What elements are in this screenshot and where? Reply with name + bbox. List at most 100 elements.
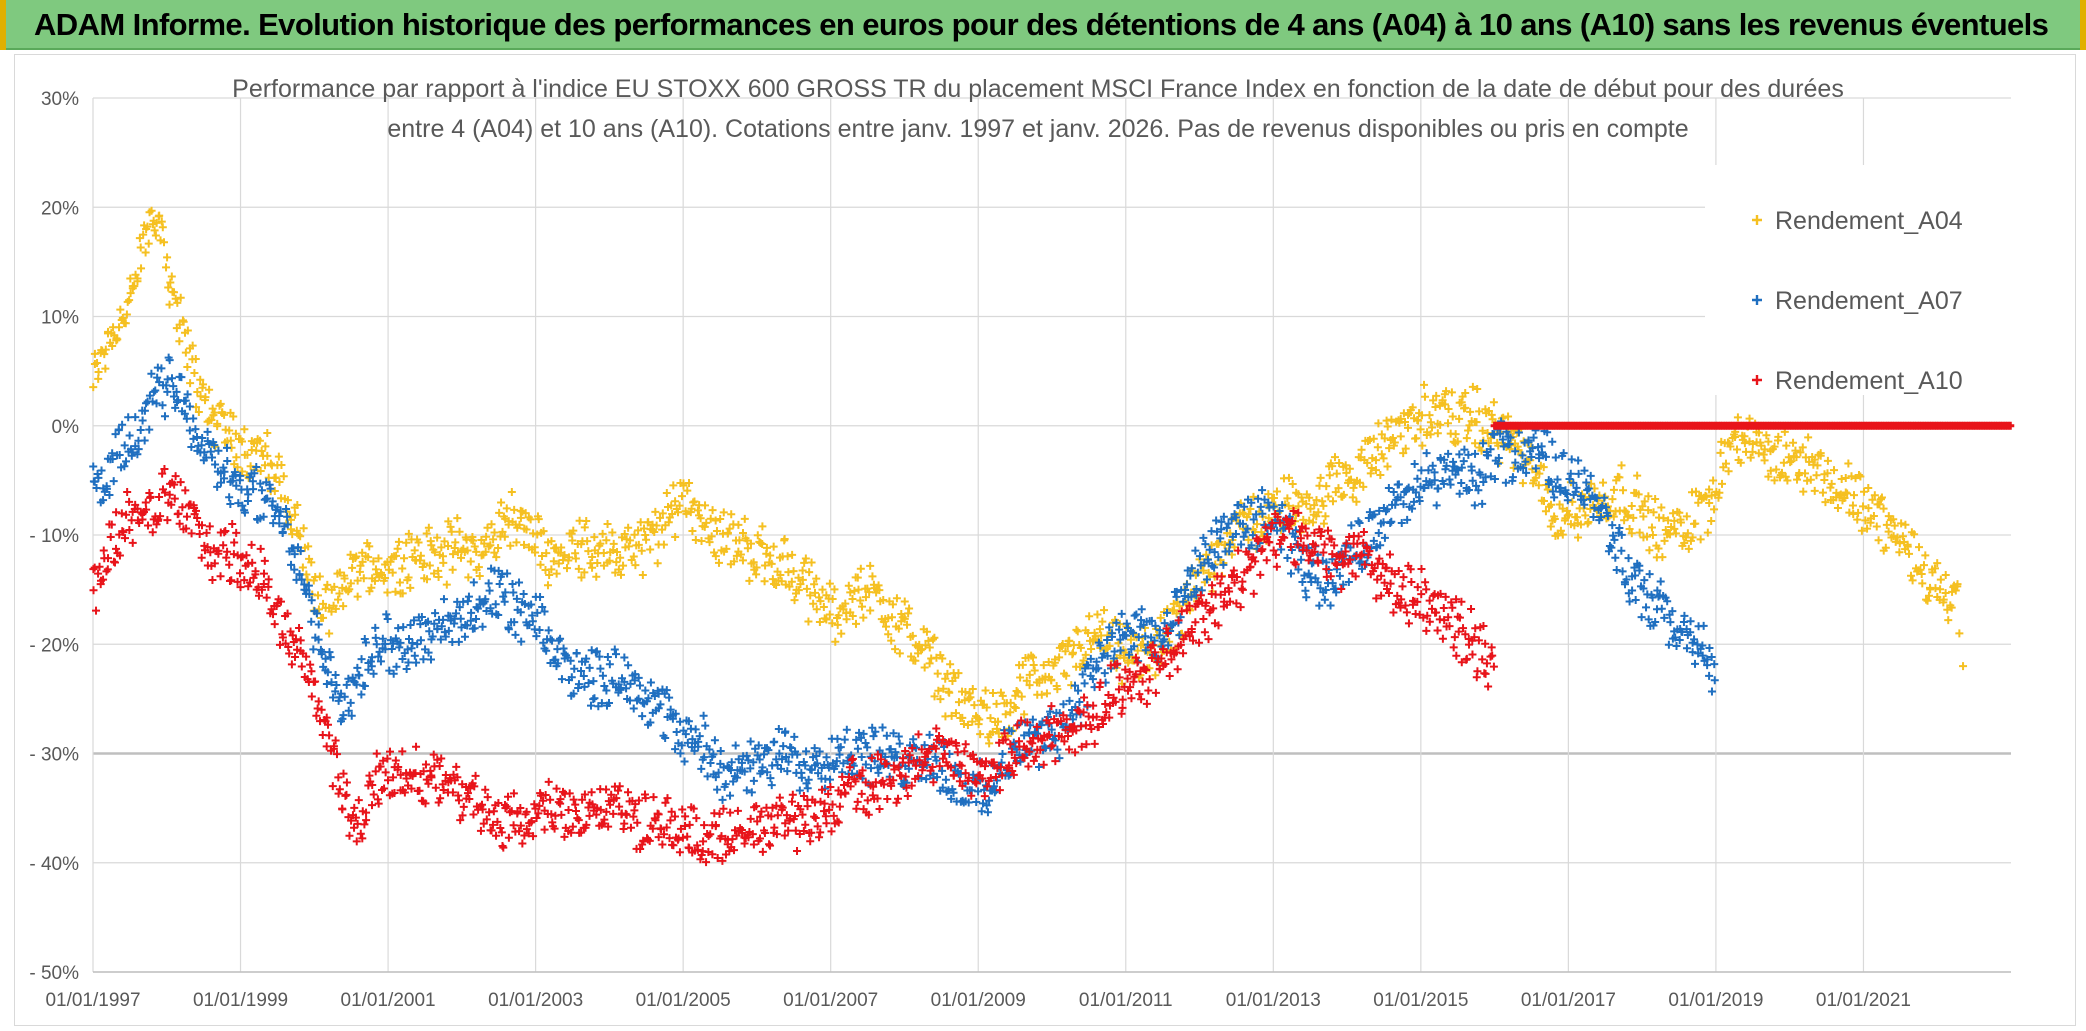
chart-subtitle: entre 4 (A04) et 10 ans (A10). Cotations… bbox=[387, 115, 1688, 143]
data-point bbox=[370, 576, 379, 585]
data-point bbox=[230, 538, 239, 547]
data-point bbox=[109, 477, 118, 486]
data-point bbox=[961, 687, 970, 696]
data-point bbox=[570, 664, 579, 673]
data-point bbox=[557, 675, 566, 684]
data-point bbox=[275, 640, 284, 649]
data-point bbox=[249, 485, 258, 494]
data-point bbox=[1385, 444, 1394, 453]
data-point bbox=[1302, 499, 1311, 508]
data-point bbox=[1418, 441, 1427, 450]
data-point bbox=[620, 677, 629, 686]
data-point bbox=[834, 611, 843, 620]
data-point bbox=[271, 473, 280, 482]
data-point bbox=[848, 595, 857, 604]
data-point bbox=[701, 721, 710, 730]
data-point bbox=[708, 506, 717, 515]
data-point bbox=[268, 497, 277, 506]
x-tick-label: 01/01/2001 bbox=[341, 990, 436, 1011]
data-point bbox=[1740, 439, 1749, 448]
data-point bbox=[1422, 449, 1431, 458]
data-point bbox=[687, 504, 696, 513]
data-point bbox=[711, 516, 720, 525]
data-point bbox=[705, 745, 714, 754]
data-point bbox=[1039, 661, 1048, 670]
data-point bbox=[766, 774, 775, 783]
data-point bbox=[832, 757, 841, 766]
data-point bbox=[364, 553, 373, 562]
data-point bbox=[762, 543, 771, 552]
data-point bbox=[726, 808, 735, 817]
data-point bbox=[1238, 577, 1247, 586]
data-point bbox=[1644, 506, 1653, 515]
data-point bbox=[646, 678, 655, 687]
data-point bbox=[500, 532, 509, 541]
data-point bbox=[812, 752, 821, 761]
data-point bbox=[223, 456, 232, 465]
data-point bbox=[635, 681, 644, 690]
data-point bbox=[1377, 571, 1386, 580]
data-point bbox=[231, 429, 240, 438]
data-point bbox=[685, 820, 694, 829]
data-point bbox=[656, 700, 665, 709]
data-point bbox=[1823, 456, 1832, 465]
data-point bbox=[809, 599, 818, 608]
data-point bbox=[340, 574, 349, 583]
data-point bbox=[398, 654, 407, 663]
data-point bbox=[374, 799, 383, 808]
data-point bbox=[1890, 521, 1899, 530]
data-point bbox=[275, 478, 284, 487]
data-point bbox=[519, 589, 528, 598]
data-point bbox=[945, 688, 954, 697]
data-point bbox=[966, 693, 975, 702]
data-point bbox=[360, 820, 369, 829]
data-point bbox=[126, 289, 135, 298]
data-point bbox=[983, 808, 992, 817]
data-point bbox=[130, 282, 139, 291]
data-point bbox=[1438, 634, 1447, 643]
data-point bbox=[947, 794, 956, 803]
data-point bbox=[1859, 502, 1868, 511]
data-point bbox=[199, 380, 208, 389]
data-point bbox=[800, 558, 809, 567]
data-point bbox=[866, 752, 875, 761]
data-point bbox=[1076, 722, 1085, 731]
data-point bbox=[194, 408, 203, 417]
data-point bbox=[144, 239, 153, 248]
data-point bbox=[1448, 603, 1457, 612]
data-point bbox=[197, 441, 206, 450]
data-point bbox=[1352, 497, 1361, 506]
data-point bbox=[233, 463, 242, 472]
data-point bbox=[1748, 447, 1757, 456]
data-point bbox=[203, 427, 212, 436]
data-point bbox=[562, 564, 571, 573]
data-point bbox=[810, 588, 819, 597]
data-point bbox=[1416, 425, 1425, 434]
data-point bbox=[992, 724, 1001, 733]
data-point bbox=[1399, 573, 1408, 582]
data-point bbox=[985, 796, 994, 805]
data-point bbox=[1308, 518, 1317, 527]
data-point bbox=[1872, 522, 1881, 531]
data-point bbox=[416, 551, 425, 560]
data-point bbox=[590, 694, 599, 703]
data-point bbox=[213, 482, 222, 491]
data-point bbox=[1096, 678, 1105, 687]
data-point bbox=[296, 636, 305, 645]
data-point bbox=[502, 504, 511, 513]
data-point bbox=[1238, 508, 1247, 517]
data-point bbox=[1262, 556, 1271, 565]
data-point bbox=[1081, 650, 1090, 659]
data-point bbox=[634, 540, 643, 549]
data-point bbox=[830, 585, 839, 594]
scatter-chart: 30%20%10%0%- 10%- 20%- 30%- 40%- 50%01/0… bbox=[29, 75, 2035, 1011]
data-point bbox=[1448, 412, 1457, 421]
data-point bbox=[335, 568, 344, 577]
data-point bbox=[1631, 596, 1640, 605]
data-point bbox=[1410, 459, 1419, 468]
data-point bbox=[287, 660, 296, 669]
data-point bbox=[1445, 475, 1454, 484]
data-point bbox=[350, 803, 359, 812]
data-point bbox=[895, 649, 904, 658]
data-point bbox=[684, 717, 693, 726]
